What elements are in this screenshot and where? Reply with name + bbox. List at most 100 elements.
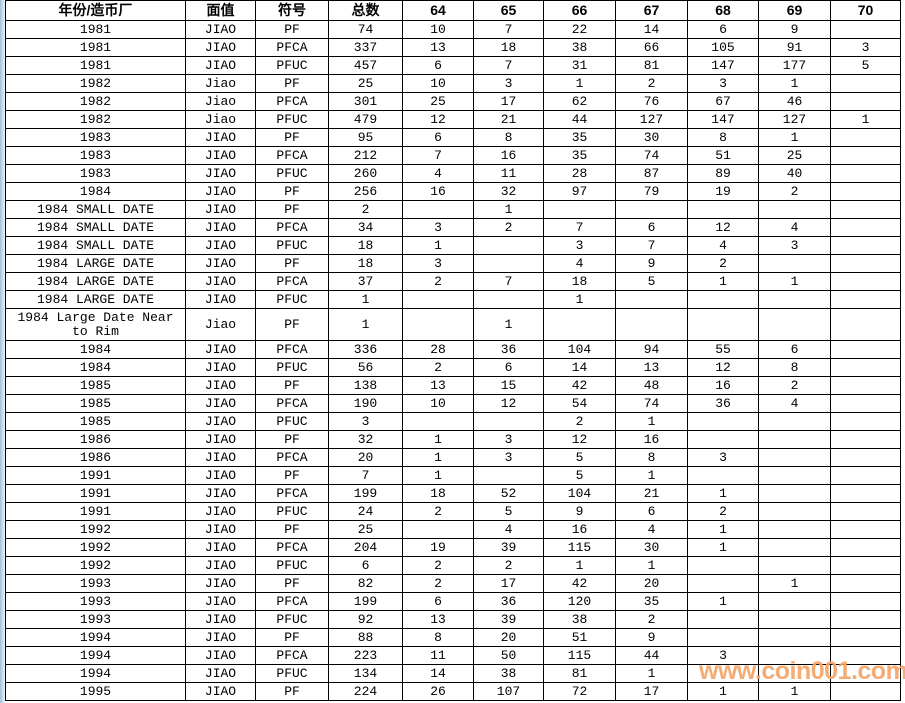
grade-66-count-cell: 62 (543, 92, 616, 111)
grade-66-count-cell: 54 (543, 394, 616, 413)
designation-cell: PF (255, 466, 329, 485)
grade-65-count-cell: 1 (473, 200, 544, 219)
grade-70-count-cell (830, 128, 901, 147)
grade-64-count-cell: 2 (402, 574, 474, 593)
grade-65-count-cell: 17 (473, 574, 544, 593)
table-row: 1982 Jiao PF 25 10 3 1 2 3 1 (5, 74, 901, 93)
grading-population-table: 年份/造币厂 面值 符号 总数 64 65 66 67 68 69 70 198… (5, 0, 901, 701)
year-mint-cell: 1982 (5, 74, 186, 93)
grade-68-count-cell: 3 (687, 74, 759, 93)
grade-67-count-cell: 1 (615, 664, 688, 683)
denomination-cell: JIAO (185, 200, 256, 219)
grade-65-count-cell: 36 (473, 592, 544, 611)
grade-67-count-cell: 4 (615, 520, 688, 539)
denomination-cell: JIAO (185, 394, 256, 413)
total-cell: 37 (328, 272, 403, 291)
table-row: 1984 LARGE DATE JIAO PFUC 1 1 (5, 290, 901, 309)
year-mint-cell: 1984 LARGE DATE (5, 290, 186, 309)
grade-64-count-cell: 1 (402, 466, 474, 485)
denomination-cell: JIAO (185, 20, 256, 39)
col-header-year-mint: 年份/造币厂 (5, 0, 186, 21)
grade-66-count-cell: 104 (543, 340, 616, 359)
denomination-cell: JIAO (185, 290, 256, 309)
grade-68-count-cell: 147 (687, 56, 759, 75)
year-mint-cell: 1984 SMALL DATE (5, 200, 186, 219)
table-row: 1991 JIAO PF 7 1 5 1 (5, 466, 901, 485)
year-mint-cell: 1982 (5, 92, 186, 111)
grade-67-count-cell (615, 200, 688, 219)
year-mint-cell: 1981 (5, 20, 186, 39)
table-row: 1992 JIAO PFCA 204 19 39 115 30 1 (5, 538, 901, 557)
year-mint-cell: 1992 (5, 520, 186, 539)
grade-67-count-cell: 1 (615, 466, 688, 485)
total-cell: 204 (328, 538, 403, 557)
grade-64-count-cell: 6 (402, 56, 474, 75)
grade-67-count-cell: 8 (615, 448, 688, 467)
designation-cell: PF (255, 376, 329, 395)
grade-70-count-cell (830, 682, 901, 701)
grade-67-count-cell: 21 (615, 484, 688, 503)
year-mint-cell: 1983 (5, 128, 186, 147)
grade-69-count-cell (758, 484, 831, 503)
grade-69-count-cell (758, 430, 831, 449)
grade-68-count-cell: 1 (687, 520, 759, 539)
total-cell: 20 (328, 448, 403, 467)
grade-69-count-cell: 8 (758, 358, 831, 377)
year-mint-cell: 1993 (5, 592, 186, 611)
grade-67-count-cell: 14 (615, 20, 688, 39)
grade-70-count-cell (830, 502, 901, 521)
designation-cell: PFUC (255, 110, 329, 129)
designation-cell: PFCA (255, 272, 329, 291)
grade-64-count-cell (402, 290, 474, 309)
total-cell: 199 (328, 592, 403, 611)
grade-66-count-cell: 5 (543, 466, 616, 485)
grade-66-count-cell: 35 (543, 146, 616, 165)
designation-cell: PF (255, 520, 329, 539)
denomination-cell: JIAO (185, 646, 256, 665)
denomination-cell: JIAO (185, 254, 256, 273)
total-cell: 199 (328, 484, 403, 503)
grade-67-count-cell (615, 308, 688, 341)
grade-65-count-cell (473, 466, 544, 485)
denomination-cell: JIAO (185, 182, 256, 201)
grade-64-count-cell: 25 (402, 92, 474, 111)
grade-70-count-cell (830, 164, 901, 183)
year-mint-cell: 1984 SMALL DATE (5, 218, 186, 237)
grade-64-count-cell: 18 (402, 484, 474, 503)
grade-69-count-cell (758, 502, 831, 521)
grade-67-count-cell: 66 (615, 38, 688, 57)
year-mint-cell: 1984 (5, 358, 186, 377)
denomination-cell: JIAO (185, 358, 256, 377)
grade-69-count-cell: 1 (758, 574, 831, 593)
grade-65-count-cell: 6 (473, 358, 544, 377)
col-header-grade-69: 69 (758, 0, 831, 21)
grade-68-count-cell: 1 (687, 484, 759, 503)
total-cell: 88 (328, 628, 403, 647)
grade-66-count-cell: 1 (543, 290, 616, 309)
table-row: 1985 JIAO PFUC 3 2 1 (5, 412, 901, 431)
table-row: 1983 JIAO PFUC 260 4 11 28 87 89 40 (5, 164, 901, 183)
grade-68-count-cell: 12 (687, 218, 759, 237)
denomination-cell: JIAO (185, 376, 256, 395)
grade-66-count-cell: 1 (543, 556, 616, 575)
table-row: 1993 JIAO PFUC 92 13 39 38 2 (5, 610, 901, 629)
grade-69-count-cell: 1 (758, 682, 831, 701)
grade-68-count-cell (687, 610, 759, 629)
table-body: 1981 JIAO PF 74 10 7 22 14 6 9 1981 JIAO PFCA 337 13 18… (5, 20, 901, 701)
grade-66-count-cell: 28 (543, 164, 616, 183)
grade-67-count-cell: 9 (615, 628, 688, 647)
designation-cell: PFCA (255, 146, 329, 165)
grade-66-count-cell: 12 (543, 430, 616, 449)
grade-66-count-cell: 3 (543, 236, 616, 255)
grade-64-count-cell: 28 (402, 340, 474, 359)
grade-67-count-cell: 5 (615, 272, 688, 291)
grade-67-count-cell: 79 (615, 182, 688, 201)
year-mint-cell: 1992 (5, 556, 186, 575)
grade-66-count-cell: 22 (543, 20, 616, 39)
year-mint-cell: 1995 (5, 682, 186, 701)
grade-64-count-cell: 16 (402, 182, 474, 201)
grade-65-count-cell: 39 (473, 538, 544, 557)
total-cell: 74 (328, 20, 403, 39)
designation-cell: PFUC (255, 236, 329, 255)
